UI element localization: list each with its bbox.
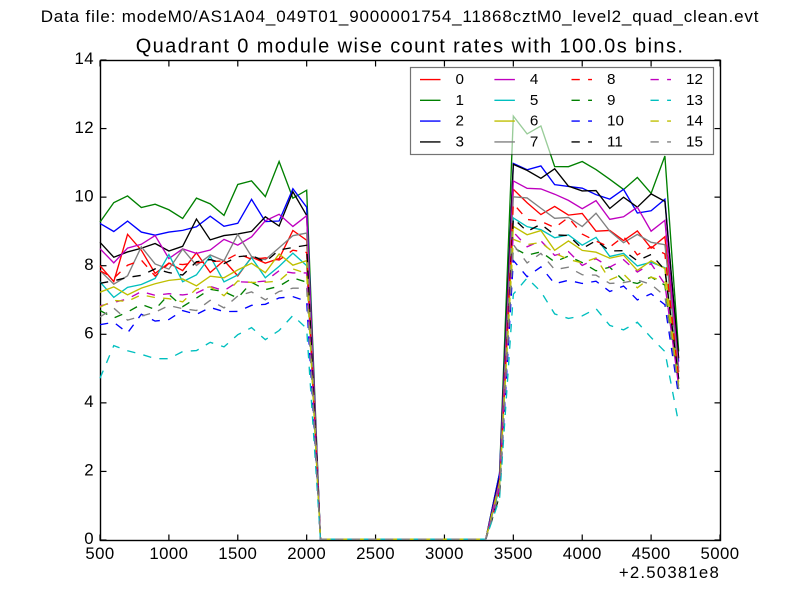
svg-text:4000: 4000	[563, 544, 602, 563]
svg-text:2: 2	[456, 113, 464, 130]
svg-text:7: 7	[530, 134, 538, 151]
svg-text:4: 4	[84, 392, 94, 411]
svg-text:+2.50381e8: +2.50381e8	[619, 563, 720, 582]
svg-text:12: 12	[75, 118, 94, 137]
svg-text:Quadrant 0 module wise count r: Quadrant 0 module wise count rates with …	[136, 36, 685, 58]
svg-text:2500: 2500	[356, 544, 395, 563]
svg-text:0: 0	[456, 71, 464, 88]
svg-text:6: 6	[530, 113, 538, 130]
svg-text:4500: 4500	[632, 544, 671, 563]
svg-text:13: 13	[686, 92, 703, 109]
svg-text:3500: 3500	[494, 544, 533, 563]
svg-text:500: 500	[85, 544, 114, 563]
svg-text:14: 14	[75, 49, 94, 68]
svg-text:5: 5	[530, 92, 538, 109]
svg-text:4: 4	[530, 71, 538, 88]
svg-text:3000: 3000	[425, 544, 464, 563]
svg-text:2: 2	[84, 461, 94, 480]
svg-text:1: 1	[456, 92, 464, 109]
svg-text:1000: 1000	[149, 544, 188, 563]
svg-text:3: 3	[456, 134, 464, 151]
svg-text:5000: 5000	[701, 544, 740, 563]
svg-text:12: 12	[686, 71, 703, 88]
svg-text:0: 0	[84, 529, 94, 548]
svg-text:2000: 2000	[287, 544, 326, 563]
svg-text:Data file: modeM0/AS1A04_049T0: Data file: modeM0/AS1A04_049T01_90000017…	[41, 7, 760, 26]
svg-text:10: 10	[607, 113, 624, 130]
svg-text:1500: 1500	[218, 544, 257, 563]
svg-text:15: 15	[686, 134, 703, 151]
svg-text:9: 9	[607, 92, 615, 109]
svg-text:10: 10	[75, 186, 94, 205]
svg-text:11: 11	[607, 134, 623, 151]
svg-text:6: 6	[84, 323, 94, 342]
svg-text:14: 14	[686, 113, 703, 130]
svg-text:8: 8	[607, 71, 615, 88]
svg-text:8: 8	[84, 255, 94, 274]
